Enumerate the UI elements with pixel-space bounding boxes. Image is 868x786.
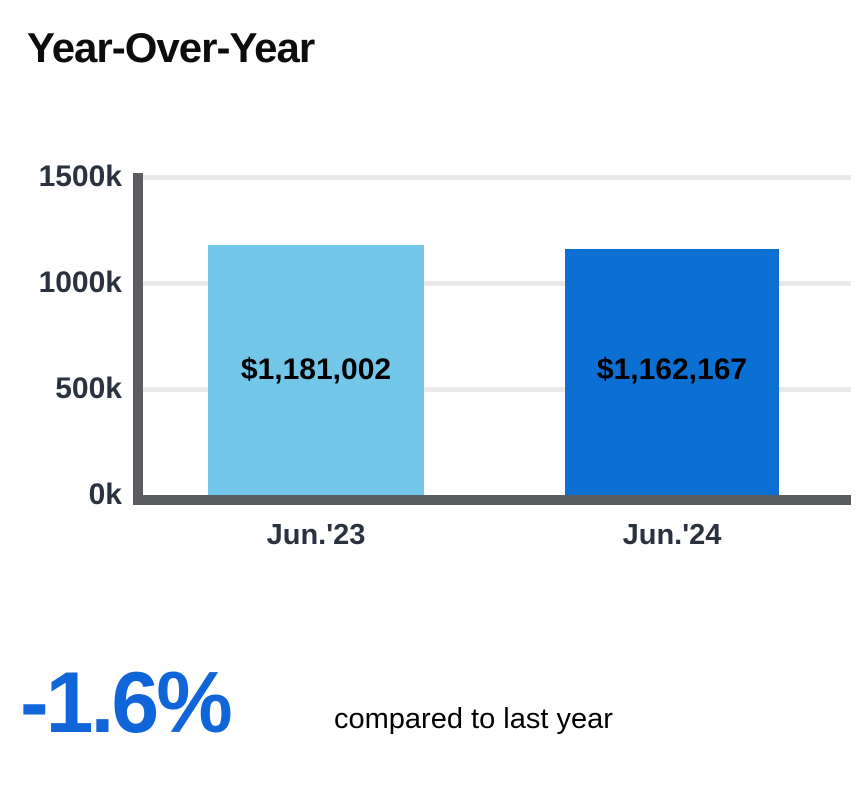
y-axis-tick-0k: 0k [88,478,122,511]
gridline-1000k [143,281,851,286]
y-axis-line [133,173,143,505]
gridline-500k [143,387,851,392]
x-axis-line [133,495,851,505]
x-axis-label-jun-24: Jun.'24 [622,519,722,551]
y-axis-tick-1500k: 1500k [38,160,122,193]
y-axis-tick-500k: 500k [55,372,122,405]
gridline-1500k [143,175,851,180]
bar-jun-23: $1,181,002 [208,245,424,495]
bar-value-label-jun-23: $1,181,002 [240,353,392,386]
bar-jun-24: $1,162,167 [565,249,779,495]
delta-percentage: -1.6% [20,655,233,751]
y-axis-tick-1000k: 1000k [38,266,122,299]
page-title: Year-Over-Year [27,24,315,71]
delta-caption: compared to last year [334,703,613,735]
bar-value-label-jun-24: $1,162,167 [596,353,748,386]
x-axis-label-jun-23: Jun.'23 [266,519,366,551]
